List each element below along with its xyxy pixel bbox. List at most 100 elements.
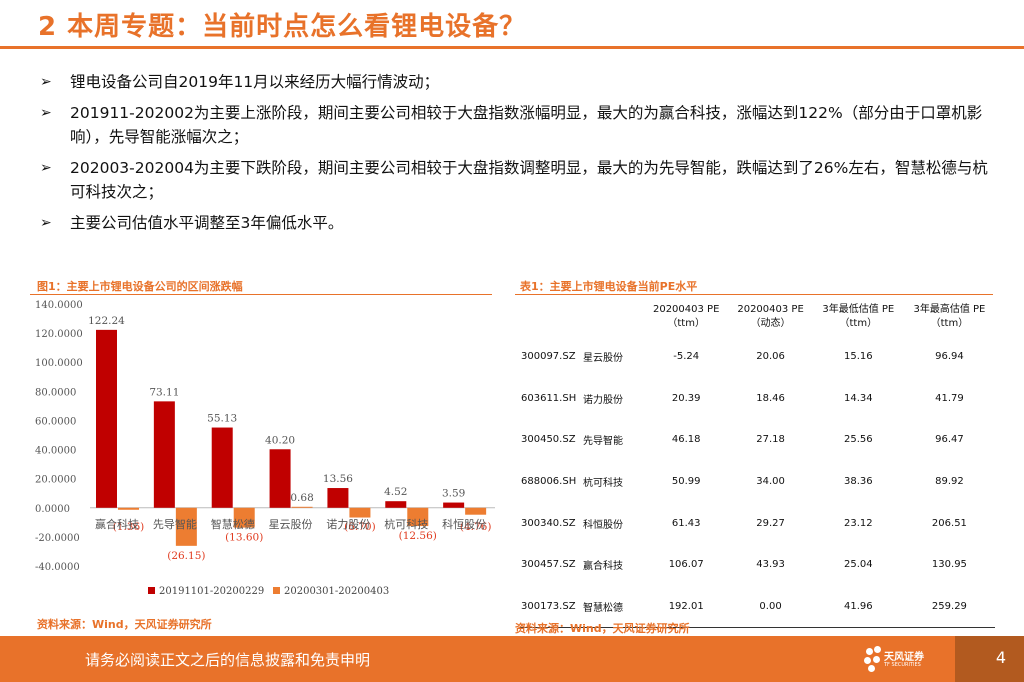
- header-line: 20200403 PE: [652, 304, 720, 315]
- data-label: (4.76): [460, 521, 492, 533]
- cell-value: 192.01: [644, 585, 729, 629]
- data-label: 122.24: [88, 315, 125, 327]
- bullet-item: ➢ 201911-202002为主要上涨阶段，期间主要公司相较于大盘指数涨幅明显…: [40, 101, 990, 149]
- cell-value: 50.99: [671, 476, 701, 488]
- cell-value: -5.24: [673, 351, 700, 363]
- bar: [465, 507, 487, 515]
- page-number: 4: [995, 648, 1006, 667]
- y-tick-label: 20.0000: [35, 475, 76, 486]
- table-row: 300457.SZ 赢合科技 106.07 43.93 25.04 130.95: [520, 544, 995, 586]
- figure-title: 图1：主要上市锂电设备公司的区间涨跌幅: [37, 280, 243, 293]
- cell-value: 41.96: [812, 585, 904, 629]
- header-line: （ttm）: [667, 318, 705, 329]
- cell-value: 25.04: [843, 559, 873, 571]
- pe-table: 20200403 PE （ttm） 20200403 PE （动态） 3年最低估值 …: [520, 298, 995, 629]
- cell-name: 星云股份: [583, 353, 623, 365]
- cell-name: 杭可科技: [583, 478, 623, 490]
- bar: [96, 329, 117, 508]
- category-label: 赢合科技: [95, 517, 139, 531]
- cell-code: 300340.SZ: [521, 517, 576, 529]
- logo-text: 天风证券: [884, 652, 924, 663]
- bar: [233, 507, 255, 528]
- cell-value: 89.92: [935, 476, 964, 488]
- cell-value: 61.43: [671, 517, 701, 529]
- y-tick-label: 40.0000: [35, 446, 76, 457]
- bullet-text: 201911-202002为主要上涨阶段，期间主要公司相较于大盘指数涨幅明显，最…: [70, 104, 983, 146]
- bar: [327, 488, 349, 508]
- cell-code: 603611.SH: [521, 392, 577, 404]
- legend-swatch: [148, 587, 155, 594]
- cell-value: 38.36: [843, 476, 873, 488]
- logo-dot: [864, 657, 871, 664]
- table-divider: [515, 294, 993, 295]
- cell-code: 300173.SZ: [520, 585, 582, 629]
- cell-name: 科恒股份: [583, 519, 623, 531]
- data-label: 4.52: [384, 486, 407, 498]
- table-row: 300340.SZ 科恒股份 61.43 29.27 23.12 206.51: [520, 502, 995, 544]
- bullet-item: ➢ 202003-202004为主要下跌阶段，期间主要公司相较于大盘指数调整明显…: [40, 156, 990, 204]
- y-tick-label: -20.0000: [35, 533, 80, 544]
- cell-name: 先导智能: [583, 436, 623, 448]
- cell-name: 诺力股份: [583, 394, 623, 406]
- cell-value: 23.12: [843, 517, 873, 529]
- arrow-icon: ➢: [40, 74, 52, 90]
- header-pe-dynamic: 20200403 PE （动态）: [728, 298, 812, 336]
- bar: [269, 449, 291, 508]
- bullet-list: ➢ 锂电设备公司自2019年11月以来经历大幅行情波动； ➢ 201911-20…: [40, 70, 990, 242]
- category-label: 杭可科技: [384, 517, 428, 531]
- cell-value: 15.16: [843, 351, 873, 363]
- data-label: 55.13: [207, 413, 237, 425]
- bar: [153, 401, 175, 508]
- data-label: 73.11: [149, 386, 179, 398]
- y-tick-label: 0.0000: [35, 504, 70, 515]
- figure-source: 资料来源：Wind，天风证券研究所: [37, 618, 212, 631]
- company-logo: 天风证券 TF SECURITIES: [862, 644, 942, 674]
- bullet-text: 主要公司估值水平调整至3年偏低水平。: [70, 214, 344, 232]
- category-label: 诺力股份: [326, 518, 370, 531]
- cell-value: 259.29: [903, 585, 995, 629]
- cell-value: 130.95: [931, 559, 967, 571]
- cell-code: 300450.SZ: [521, 434, 576, 446]
- bar: [385, 501, 407, 508]
- arrow-icon: ➢: [40, 105, 52, 121]
- header-pe-min: 3年最低估值 PE （ttm）: [813, 298, 904, 336]
- legend-label: 20191101-20200229: [159, 586, 264, 597]
- cell-code: 300457.SZ: [521, 559, 576, 571]
- table-row: 300097.SZ 星云股份 -5.24 20.06 15.16 96.94: [520, 336, 995, 378]
- table-row: 603611.SH 诺力股份 20.39 18.46 14.34 41.79: [520, 378, 995, 420]
- data-label: (1.36): [113, 521, 145, 533]
- bar: [175, 507, 197, 546]
- data-label: 0.68: [290, 492, 313, 504]
- table-source: 资料来源：Wind，天风证券研究所: [515, 622, 690, 635]
- y-tick-label: 100.0000: [35, 358, 83, 369]
- cell-value: 106.07: [668, 559, 704, 571]
- table-row: 300173.SZ 智慧松德 192.01 0.00 41.96 259.29: [520, 585, 995, 629]
- y-tick-label: 60.0000: [35, 416, 76, 427]
- header-pe-ttm: 20200403 PE （ttm）: [644, 298, 728, 336]
- category-label: 科恒股份: [442, 517, 486, 531]
- cell-name: 智慧松德: [582, 585, 644, 629]
- data-label: (6.70): [344, 521, 376, 533]
- logo-dot: [873, 656, 880, 663]
- table-title: 表1：主要上市锂电设备当前PE水平: [520, 280, 698, 293]
- header-name: [582, 298, 644, 336]
- bar: [118, 507, 139, 510]
- cell-value: 29.27: [756, 517, 785, 529]
- bar: [349, 507, 371, 518]
- y-tick-label: 120.0000: [35, 329, 83, 340]
- header-line: 20200403 PE: [737, 304, 804, 315]
- logo-dot: [866, 648, 873, 655]
- bar: [211, 427, 233, 508]
- data-label: 13.56: [323, 473, 353, 485]
- cell-value: 27.18: [756, 434, 785, 446]
- figure-divider: [30, 294, 492, 295]
- arrow-icon: ➢: [40, 160, 52, 176]
- table-header-row: 20200403 PE （ttm） 20200403 PE （动态） 3年最低估值 …: [520, 298, 995, 336]
- bullet-text: 锂电设备公司自2019年11月以来经历大幅行情波动；: [70, 73, 440, 91]
- cell-value: 41.79: [935, 392, 964, 404]
- header-line: 3年最低估值 PE: [822, 304, 895, 315]
- cell-value: 96.94: [935, 351, 964, 363]
- cell-name: 赢合科技: [583, 561, 623, 573]
- logo-dot: [868, 665, 875, 672]
- legend-label: 20200301-20200403: [284, 586, 389, 597]
